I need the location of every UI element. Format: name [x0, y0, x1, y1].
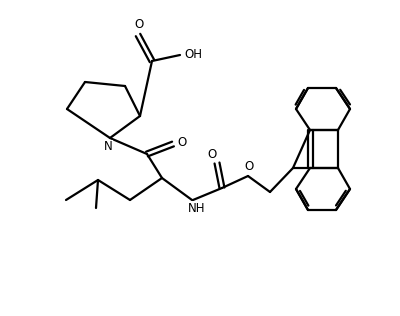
Text: O: O	[177, 137, 187, 149]
Text: O: O	[134, 19, 144, 32]
Text: NH: NH	[188, 203, 206, 216]
Text: NH: NH	[188, 203, 206, 216]
Text: N: N	[104, 141, 112, 154]
Text: O: O	[244, 161, 254, 173]
Text: O: O	[207, 148, 217, 161]
Text: O: O	[207, 148, 217, 161]
Text: OH: OH	[184, 48, 202, 62]
Text: O: O	[244, 161, 254, 173]
Text: O: O	[177, 137, 187, 149]
Text: N: N	[104, 141, 112, 154]
Text: OH: OH	[184, 48, 202, 62]
Text: O: O	[134, 19, 144, 32]
